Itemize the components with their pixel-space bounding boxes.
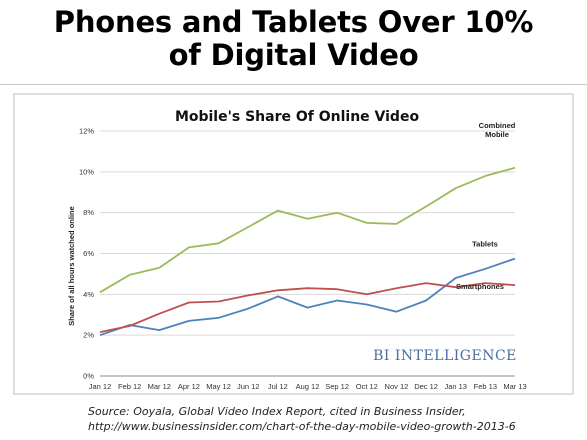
series-line-combined-mobile [99, 166, 516, 294]
chart-title: Mobile's Share Of Online Video [175, 109, 420, 125]
x-tick-label: Feb 12 [118, 382, 141, 391]
series-label: Tablets [472, 240, 498, 249]
slide-title-line-1: Phones and Tablets Over 10% [53, 5, 534, 39]
y-tick-label: 12% [79, 127, 94, 136]
line-chart: Mobile's Share Of Online Video Share of … [13, 93, 574, 395]
source-citation: Source: Ooyala, Global Video Index Repor… [88, 404, 583, 434]
source-line-1: Source: Ooyala, Global Video Index Repor… [88, 405, 466, 418]
x-tick-label: Oct 12 [356, 382, 378, 391]
slide-title: Phones and Tablets Over 10% of Digital V… [0, 6, 587, 72]
chart-frame [13, 93, 574, 395]
series-line-smartphones [99, 282, 516, 333]
x-tick-label: Aug 12 [296, 382, 320, 391]
series-label: Combined [479, 121, 516, 130]
title-divider [0, 84, 587, 85]
y-tick-label: 10% [79, 167, 94, 176]
bi-intelligence-watermark: BI INTELLIGENCE [373, 348, 517, 364]
y-tick-label: 0% [83, 372, 94, 381]
x-tick-label: Dec 12 [414, 382, 438, 391]
x-tick-label: Mar 13 [503, 382, 526, 391]
y-tick-label: 2% [83, 331, 94, 340]
x-axis-ticks: Jan 12 Feb 12 Mar 12 Apr 12 May 12 Jun 12 Jul … [89, 382, 527, 391]
y-tick-label: 8% [83, 208, 94, 217]
source-line-2: http://www.businessinsider.com/chart-of-… [88, 420, 516, 433]
x-tick-label: Nov 12 [385, 382, 409, 391]
y-axis-label: Share of all hours watched online [67, 206, 76, 326]
x-tick-label: Jun 12 [237, 382, 260, 391]
y-axis-ticks: 0% 2% 4% 6% 8% 10% 12% [79, 127, 94, 381]
x-tick-label: Mar 12 [148, 382, 171, 391]
series-label: Smartphones [456, 282, 504, 291]
x-tick-label: Jul 12 [268, 382, 288, 391]
series-label: Mobile [485, 130, 509, 139]
x-tick-label: Apr 12 [178, 382, 200, 391]
series-lines [99, 166, 516, 337]
x-tick-label: Sep 12 [325, 382, 349, 391]
x-tick-label: Feb 13 [474, 382, 497, 391]
slide-title-line-2: of Digital Video [168, 38, 419, 72]
y-tick-label: 4% [83, 290, 94, 299]
gridlines [100, 130, 515, 377]
x-tick-label: Jan 13 [444, 382, 467, 391]
x-tick-label: Jan 12 [89, 382, 112, 391]
x-tick-label: May 12 [206, 382, 231, 391]
y-tick-label: 6% [83, 249, 94, 258]
